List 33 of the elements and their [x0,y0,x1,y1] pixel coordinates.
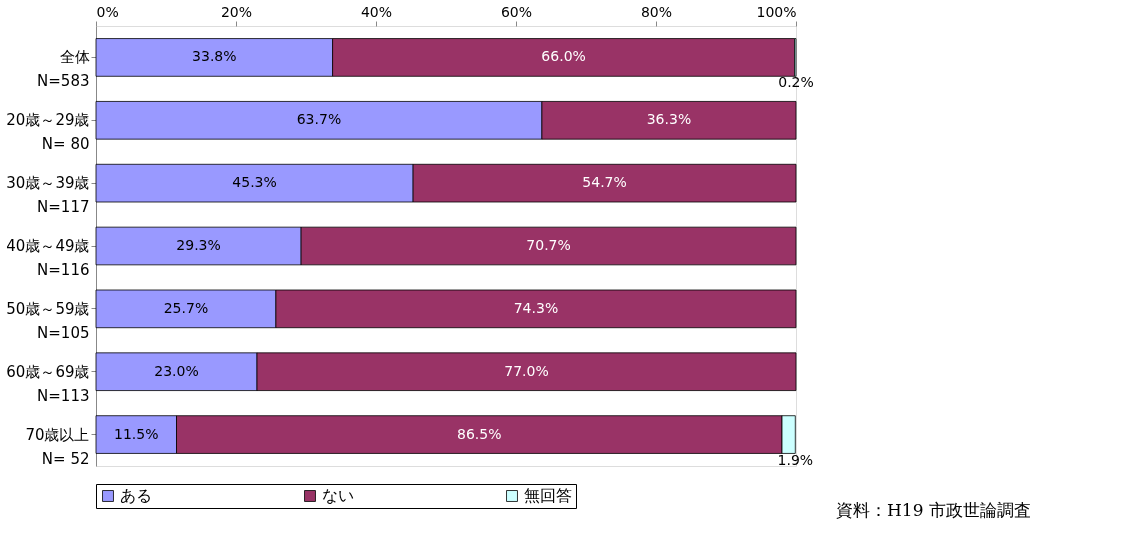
data-label: 74.3% [513,299,559,316]
y-tick-label: 70歳以上 N= 52 [25,425,90,468]
x-tick-label: 0% [96,3,119,20]
data-label: 0.2% [778,74,814,91]
legend-label: ある [120,486,152,505]
legend-label: ない [322,486,354,505]
data-label: 23.0% [154,362,199,379]
legend-label: 無回答 [524,486,572,505]
data-label: 36.3% [646,111,692,128]
data-label: 29.3% [176,237,221,253]
data-label: 70.7% [526,237,571,253]
data-label: 45.3% [232,174,277,191]
y-tick-label: 20歳～29歳 N= 80 [6,111,90,154]
data-label: 66.0% [541,48,586,65]
y-tick-label: 全体 N=583 [37,48,90,91]
data-label: 77.0% [504,362,549,379]
data-label: 54.7% [582,174,627,191]
y-tick-label: 30歳～39歳 N=117 [6,174,90,217]
x-tick-label: 100% [756,3,797,20]
x-tick-label: 40% [360,3,393,20]
data-label: 86.5% [457,425,502,442]
data-label: 25.7% [163,299,209,316]
data-label: 63.7% [296,111,342,128]
y-tick-label: 50歳～59歳 N=105 [6,299,90,342]
data-label: 11.5% [114,425,159,442]
data-label: 33.8% [192,48,237,65]
y-tick-label: 60歳～69歳 N=113 [6,362,90,405]
data-label: 1.9% [777,451,814,468]
x-tick-label: 80% [640,3,673,20]
y-tick-label: 40歳～49歳 N=116 [6,237,90,279]
x-tick-label: 20% [220,3,253,20]
x-tick-label: 60% [500,3,533,20]
text: 資料：H19 市政世論調査 [836,500,1031,520]
